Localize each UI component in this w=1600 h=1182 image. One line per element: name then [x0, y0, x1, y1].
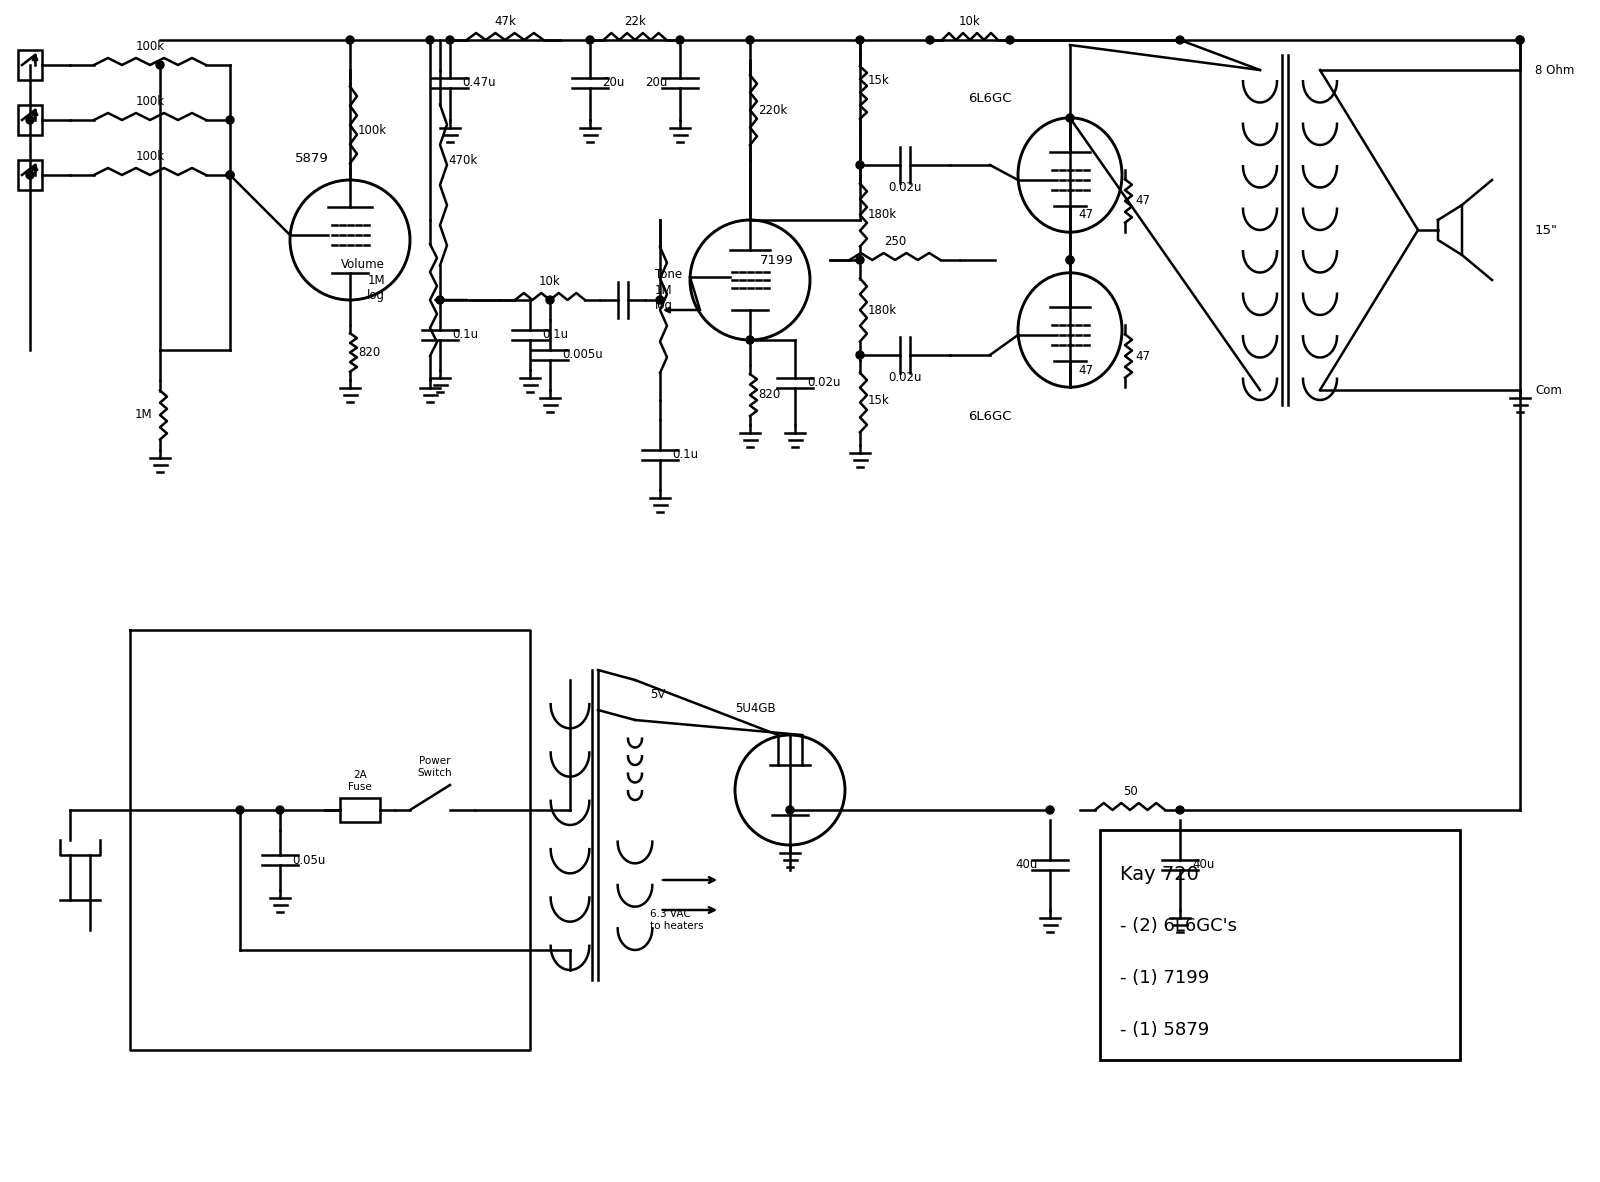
Circle shape	[856, 256, 864, 264]
Text: 47k: 47k	[494, 15, 515, 28]
Circle shape	[1066, 256, 1074, 264]
Text: 820: 820	[358, 345, 381, 358]
Circle shape	[426, 35, 434, 44]
Text: 100k: 100k	[136, 40, 165, 53]
FancyBboxPatch shape	[339, 798, 381, 821]
Circle shape	[856, 161, 864, 169]
Circle shape	[1066, 113, 1074, 122]
Text: 0.1u: 0.1u	[542, 329, 568, 342]
Text: 20u: 20u	[602, 76, 624, 89]
Text: 250: 250	[883, 235, 906, 248]
Circle shape	[1517, 35, 1523, 44]
Text: 20u: 20u	[646, 76, 669, 89]
Text: 6L6GC: 6L6GC	[968, 92, 1011, 105]
Circle shape	[1046, 806, 1054, 814]
Text: 100k: 100k	[358, 123, 387, 136]
Text: 8 Ohm: 8 Ohm	[1534, 64, 1574, 77]
Text: 0.05u: 0.05u	[291, 853, 325, 866]
Text: 180k: 180k	[867, 208, 898, 221]
Circle shape	[746, 336, 754, 344]
Text: 6.3 VAC
to heaters: 6.3 VAC to heaters	[650, 909, 704, 930]
FancyBboxPatch shape	[1101, 830, 1459, 1060]
Text: 10k: 10k	[958, 15, 981, 28]
Circle shape	[856, 35, 864, 44]
Circle shape	[1066, 256, 1074, 264]
Circle shape	[1176, 806, 1184, 814]
Text: Volume
1M
log: Volume 1M log	[341, 259, 386, 301]
Circle shape	[786, 806, 794, 814]
Text: 15k: 15k	[867, 394, 890, 407]
Text: - (1) 5879: - (1) 5879	[1120, 1021, 1210, 1039]
Circle shape	[157, 61, 165, 69]
Circle shape	[675, 35, 685, 44]
Circle shape	[586, 35, 594, 44]
Circle shape	[237, 806, 243, 814]
Text: 5V: 5V	[650, 688, 666, 701]
Text: 47: 47	[1078, 364, 1093, 377]
FancyBboxPatch shape	[18, 50, 42, 80]
Circle shape	[746, 35, 754, 44]
Circle shape	[26, 116, 34, 124]
Text: 0.02u: 0.02u	[888, 371, 922, 384]
Text: - (1) 7199: - (1) 7199	[1120, 969, 1210, 987]
Text: 22k: 22k	[624, 15, 646, 28]
Text: Power
Switch: Power Switch	[418, 756, 453, 778]
Text: 10k: 10k	[539, 275, 562, 288]
Circle shape	[1176, 35, 1184, 44]
Text: 0.02u: 0.02u	[806, 376, 840, 389]
Text: 100k: 100k	[136, 150, 165, 163]
Text: 220k: 220k	[758, 104, 787, 117]
Text: 5U4GB: 5U4GB	[734, 702, 776, 715]
Text: 0.47u: 0.47u	[462, 76, 496, 89]
Text: Com: Com	[1534, 383, 1562, 396]
Text: 15k: 15k	[867, 73, 890, 86]
Circle shape	[346, 35, 354, 44]
Circle shape	[546, 296, 554, 304]
Circle shape	[1517, 35, 1523, 44]
Circle shape	[226, 116, 234, 124]
Circle shape	[277, 806, 285, 814]
Text: 100k: 100k	[136, 95, 165, 108]
Text: 40u: 40u	[1016, 858, 1038, 871]
FancyBboxPatch shape	[18, 105, 42, 135]
Circle shape	[1006, 35, 1014, 44]
Text: 40u: 40u	[1192, 858, 1214, 871]
Circle shape	[26, 171, 34, 178]
Text: 7199: 7199	[760, 253, 794, 266]
Circle shape	[226, 171, 234, 178]
Text: 47: 47	[1134, 350, 1150, 363]
Circle shape	[226, 171, 234, 178]
Circle shape	[856, 351, 864, 359]
Text: 180k: 180k	[867, 304, 898, 317]
Text: - (2) 6L6GC's: - (2) 6L6GC's	[1120, 917, 1237, 935]
Text: 50: 50	[1123, 785, 1138, 798]
Circle shape	[446, 35, 454, 44]
Text: 0.005u: 0.005u	[562, 349, 603, 362]
Text: 0.1u: 0.1u	[453, 329, 478, 342]
Text: 2A
Fuse: 2A Fuse	[349, 771, 371, 792]
Text: 0.1u: 0.1u	[672, 448, 698, 461]
Circle shape	[435, 296, 445, 304]
Circle shape	[656, 296, 664, 304]
Text: Tone
1M
log: Tone 1M log	[654, 268, 682, 312]
Text: 820: 820	[758, 389, 781, 402]
Text: 6L6GC: 6L6GC	[968, 410, 1011, 423]
Text: 1M: 1M	[134, 409, 152, 422]
Text: 47: 47	[1134, 195, 1150, 208]
Text: 47: 47	[1078, 208, 1093, 221]
Text: 0.02u: 0.02u	[888, 181, 922, 194]
Circle shape	[926, 35, 934, 44]
Text: 15": 15"	[1534, 223, 1558, 236]
Text: Kay 720: Kay 720	[1120, 865, 1198, 884]
FancyBboxPatch shape	[18, 160, 42, 190]
Text: 5879: 5879	[294, 152, 328, 165]
Text: 470k: 470k	[448, 154, 477, 167]
